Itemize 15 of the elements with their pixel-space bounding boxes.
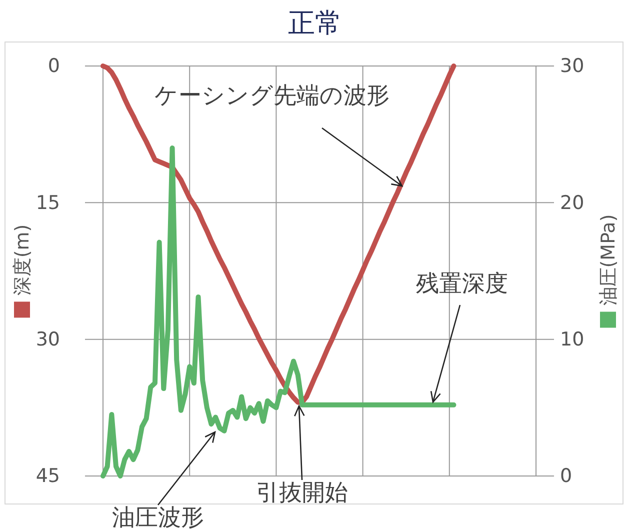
y2-tick-label: 20 — [560, 192, 584, 214]
y2-tick-label: 0 — [560, 465, 572, 488]
chart-title: 正常 — [288, 8, 342, 39]
y-tick-label: 30 — [36, 328, 60, 350]
y-tick-label: 0 — [48, 55, 60, 78]
y2-tick-label: 10 — [560, 328, 584, 350]
text: 油圧波形 — [112, 505, 204, 529]
text: 引抜開始 — [256, 480, 348, 506]
y2-tick-label: 30 — [560, 55, 584, 78]
y-tick-label: 45 — [36, 465, 60, 488]
annotation: ケーシング先端の波形 — [154, 83, 390, 110]
y-tick-label: 15 — [36, 192, 60, 214]
annotation: 残置深度 — [416, 271, 508, 298]
y2-axis-title: 油圧(MPa) — [598, 214, 620, 306]
y-axis-title: 深度(m) — [12, 224, 34, 296]
